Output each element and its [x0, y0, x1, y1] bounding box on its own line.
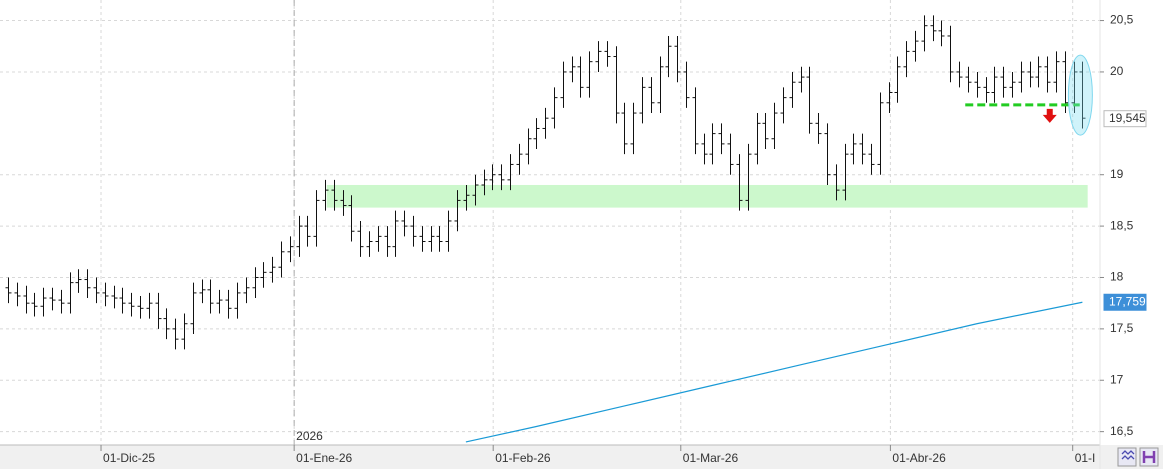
y-tick-label: 18,5 [1110, 218, 1134, 232]
y-tick-label: 19 [1110, 167, 1124, 181]
y-tick-label: 17 [1110, 372, 1124, 386]
x-tick-label: 01-Ene-26 [296, 451, 352, 465]
plot-area [0, 0, 1100, 445]
x-tick-label: 01-Mar-26 [683, 451, 739, 465]
price-badge [1103, 293, 1147, 311]
y-tick-label: 16,5 [1110, 424, 1134, 438]
moving-average [465, 301, 1083, 443]
price-badge [1103, 110, 1147, 128]
y-tick-label: 20 [1110, 64, 1124, 78]
x-tick-label: 01-Abr-26 [892, 451, 946, 465]
x-tick-label: 01-Dic-25 [103, 451, 155, 465]
x-tick-label: 01-Feb-26 [495, 451, 551, 465]
axes: 20,5 20 19 18,5 18 17,5 17 16,5 01-Dic-25 01-Ene-… [100, 13, 1147, 465]
highlight [1067, 54, 1093, 136]
home-icon [1142, 451, 1156, 463]
scroll-icon [1121, 450, 1135, 460]
price-label: 17,759 [1109, 294, 1146, 308]
x-tick-label: 01-I [1075, 451, 1096, 465]
price-label: 19,545 [1109, 111, 1146, 125]
support-zone [326, 184, 1088, 208]
down-arrow [1042, 108, 1057, 123]
x-axis-strip [0, 445, 1163, 469]
y-tick-label: 18 [1110, 270, 1124, 284]
scroll-button[interactable] [1117, 447, 1137, 467]
y-tick-label: 17,5 [1110, 321, 1134, 335]
toolbar [1117, 447, 1159, 467]
y-tick-label: 20,5 [1110, 13, 1134, 27]
year-label: 2026 [296, 429, 323, 443]
